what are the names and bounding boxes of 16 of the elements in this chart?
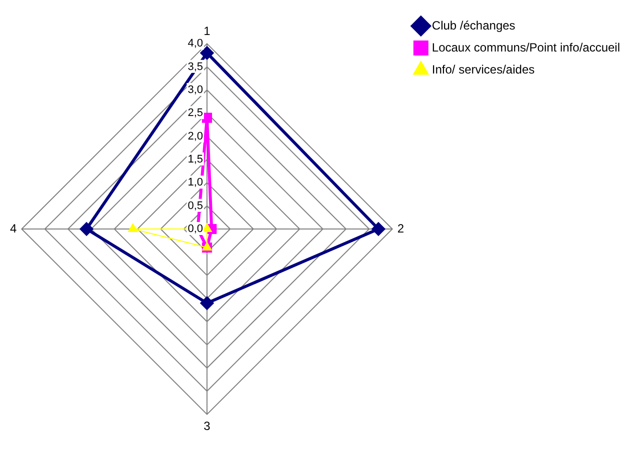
y-tick-label: 1,5 [188,154,203,166]
y-tick-label: 4,0 [188,38,203,50]
legend-label: Club /échanges [432,18,516,32]
spoke-label: 3 [204,418,211,433]
spoke-label: 2 [397,221,404,236]
y-tick-label: 2,5 [188,107,203,120]
y-tick-label: 1,0 [188,176,203,189]
y-tick-label: 3,0 [188,84,203,96]
y-tick-label: 3,5 [188,60,203,73]
spoke-label: 1 [204,24,211,38]
y-tick-label: 2,0 [188,130,203,142]
legend-label: Locaux communs/Point info/accueil [432,40,620,54]
legend-label: Info/ services/aides [432,62,535,76]
spoke-label: 4 [10,221,17,236]
y-tick-label: 0,0 [188,223,203,236]
y-tick-label: 0,5 [188,200,203,212]
